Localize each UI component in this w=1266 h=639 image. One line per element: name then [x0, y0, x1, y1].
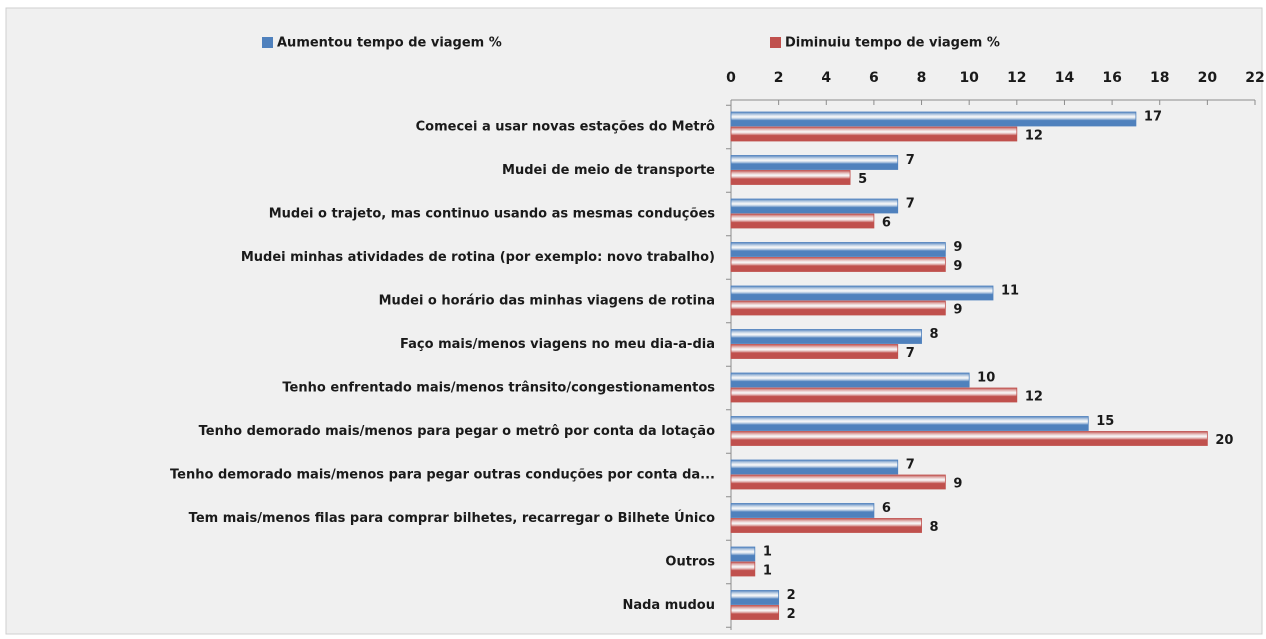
y-tick-label: Mudei minhas atividades de rotina (por e… — [241, 250, 715, 265]
data-label: 15 — [1096, 414, 1114, 429]
bar — [730, 285, 994, 301]
data-label: 1 — [763, 564, 772, 579]
bar — [730, 546, 756, 562]
x-tick-label: 8 — [917, 70, 927, 86]
chart-background — [5, 7, 1263, 635]
data-label: 8 — [930, 520, 939, 535]
y-tick-label: Tenho demorado mais/menos para pegar o m… — [199, 424, 715, 439]
data-label: 9 — [953, 259, 962, 274]
x-tick-label: 6 — [869, 70, 879, 86]
bar — [730, 387, 1018, 403]
data-label: 6 — [882, 501, 891, 516]
bar — [730, 155, 899, 170]
bar — [730, 590, 780, 605]
data-label: 17 — [1144, 110, 1162, 125]
bar — [730, 474, 946, 490]
y-tick-label: Faço mais/menos viagens no meu dia-a-dia — [400, 337, 715, 352]
data-label: 9 — [953, 240, 962, 255]
data-label: 7 — [906, 197, 915, 212]
bar — [730, 198, 899, 214]
data-label: 10 — [977, 371, 995, 386]
bar — [730, 257, 946, 272]
bar — [730, 518, 922, 533]
x-tick-label: 16 — [1102, 70, 1121, 86]
bar — [730, 459, 899, 475]
x-tick-label: 20 — [1198, 70, 1218, 86]
bar — [730, 561, 756, 577]
legend-swatch — [770, 37, 781, 48]
x-tick-label: 14 — [1055, 70, 1075, 86]
data-label: 8 — [930, 327, 939, 342]
data-label: 11 — [1001, 284, 1019, 299]
x-tick-label: 2 — [774, 70, 784, 86]
bar — [730, 431, 1208, 446]
x-tick-label: 0 — [726, 70, 736, 86]
data-label: 9 — [953, 303, 962, 318]
y-tick-label: Nada mudou — [622, 598, 715, 613]
data-label: 2 — [787, 607, 796, 622]
bar — [730, 213, 875, 229]
data-label: 7 — [906, 458, 915, 473]
data-label: 7 — [906, 153, 915, 168]
y-tick-label: Tenho demorado mais/menos para pegar out… — [170, 468, 715, 483]
bar — [730, 111, 1137, 127]
bar — [730, 344, 899, 359]
data-label: 12 — [1025, 390, 1043, 405]
x-tick-label: 10 — [959, 70, 979, 86]
x-tick-label: 4 — [821, 70, 831, 86]
bar — [730, 605, 780, 620]
data-label: 7 — [906, 346, 915, 361]
data-label: 12 — [1025, 129, 1043, 144]
data-label: 6 — [882, 216, 891, 231]
x-tick-label: 12 — [1007, 70, 1026, 86]
y-tick-label: Mudei o horário das minhas viagens de ro… — [379, 294, 715, 309]
bar — [730, 416, 1089, 431]
bar — [730, 300, 946, 316]
bar — [730, 372, 970, 388]
data-label: 20 — [1215, 433, 1233, 448]
data-label: 9 — [953, 477, 962, 492]
y-tick-label: Comecei a usar novas estações do Metrô — [416, 120, 715, 135]
bar — [730, 126, 1018, 142]
y-tick-label: Tem mais/menos filas para comprar bilhet… — [189, 510, 715, 526]
y-tick-label: Mudei de meio de transporte — [502, 163, 715, 178]
y-tick-label: Tenho enfrentado mais/menos trânsito/con… — [282, 381, 715, 396]
data-label: 1 — [763, 545, 772, 560]
x-tick-label: 22 — [1245, 70, 1264, 86]
data-label: 5 — [858, 172, 867, 187]
y-tick-label: Mudei o trajeto, mas continuo usando as … — [269, 207, 716, 222]
bar — [730, 170, 851, 185]
bar — [730, 242, 946, 257]
legend-swatch — [262, 37, 273, 48]
bar — [730, 329, 922, 344]
x-tick-label: 18 — [1150, 70, 1169, 86]
legend-label: Aumentou tempo de viagem % — [277, 36, 502, 51]
bar — [730, 503, 875, 518]
data-label: 2 — [787, 588, 796, 603]
legend-label: Diminuiu tempo de viagem % — [785, 36, 1000, 51]
y-tick-label: Outros — [665, 555, 715, 570]
